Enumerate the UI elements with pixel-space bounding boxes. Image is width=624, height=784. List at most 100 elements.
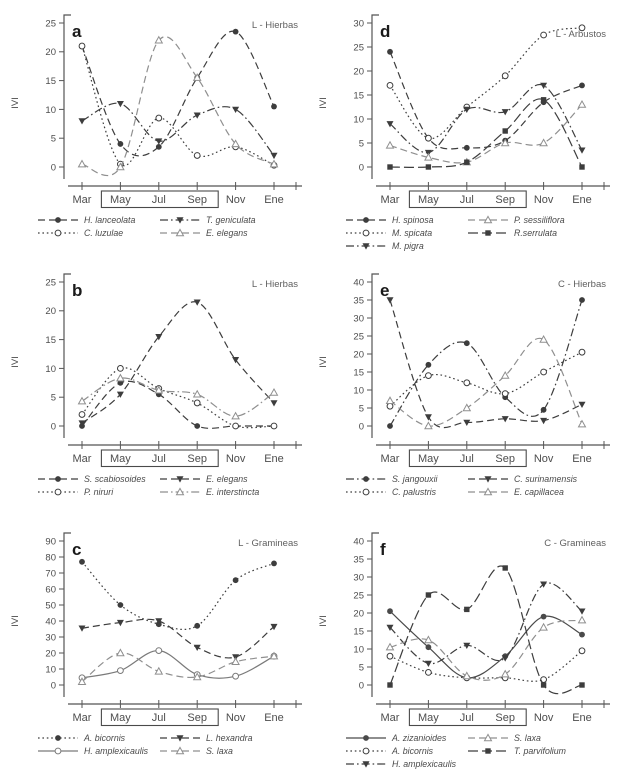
y-tick-label: 20 bbox=[353, 349, 364, 360]
series-marker-a-2 bbox=[155, 138, 163, 145]
y-tick-label: 30 bbox=[353, 18, 364, 29]
y-axis-label: IVI bbox=[318, 615, 329, 627]
y-tick-label: 40 bbox=[353, 277, 364, 288]
series-line-c-2 bbox=[81, 618, 275, 659]
y-tick-label: 25 bbox=[353, 590, 364, 601]
x-tick-label: Ene bbox=[264, 453, 284, 465]
legend-marker-sample bbox=[176, 735, 184, 742]
panel-letter: a bbox=[72, 22, 82, 41]
legend-marker-sample bbox=[55, 476, 61, 482]
series-marker-e-1 bbox=[501, 390, 509, 398]
panel-title: C - Gramineas bbox=[544, 538, 606, 549]
series-marker-b-3 bbox=[154, 385, 164, 394]
series-marker-f-2 bbox=[578, 608, 586, 615]
series-line-b-2 bbox=[81, 301, 275, 424]
series-marker-b-1 bbox=[78, 411, 86, 418]
y-axis bbox=[63, 14, 71, 179]
series-marker-d-4 bbox=[540, 97, 547, 103]
series-marker-b-2 bbox=[232, 357, 240, 364]
y-tick-label: 30 bbox=[353, 572, 364, 583]
series-line-b-3 bbox=[81, 377, 275, 417]
series-marker-f-3 bbox=[385, 642, 395, 651]
series-marker-a-2 bbox=[116, 100, 124, 108]
series-marker-a-1 bbox=[78, 42, 86, 50]
legend-item-label: S. laxa bbox=[514, 733, 541, 743]
series-marker-d-0 bbox=[463, 144, 470, 151]
y-tick-label: 60 bbox=[45, 584, 56, 595]
x-tick-label: Jul bbox=[152, 194, 166, 206]
legend-marker-sample bbox=[363, 735, 369, 741]
series-marker-d-0 bbox=[387, 48, 393, 55]
series-marker-f-2 bbox=[424, 660, 432, 667]
series-marker-a-3 bbox=[77, 159, 87, 168]
x-tick-label: Jul bbox=[152, 453, 166, 465]
x-tick-label: Nov bbox=[226, 453, 246, 465]
y-tick-label: 70 bbox=[45, 568, 56, 579]
series-marker-c-3 bbox=[154, 666, 164, 675]
series-marker-d-4 bbox=[464, 159, 470, 165]
x-tick-label: Sep bbox=[187, 194, 207, 206]
x-tick-label: Sep bbox=[187, 712, 207, 724]
y-tick-label: 15 bbox=[353, 90, 364, 101]
series-marker-a-1 bbox=[155, 114, 163, 122]
y-tick-label: 10 bbox=[45, 364, 56, 375]
legend-marker-sample bbox=[175, 746, 185, 755]
series-marker-e-0 bbox=[463, 340, 470, 347]
y-axis bbox=[63, 273, 71, 438]
panel-b: IVI 0 5 10 15 20 25 Mar May Jul Sep Nov Ene b L - Hier… bbox=[6, 262, 314, 521]
y-tick-label: 25 bbox=[353, 331, 364, 342]
legend-marker-sample bbox=[54, 229, 62, 237]
series-line-b-0 bbox=[81, 380, 274, 429]
series-line-b-1 bbox=[81, 367, 275, 429]
series-marker-c-2 bbox=[155, 618, 163, 625]
boxed-months-outline bbox=[408, 190, 527, 209]
series-marker-e-2 bbox=[424, 414, 432, 421]
series-marker-f-2 bbox=[501, 655, 509, 662]
series-marker-b-1 bbox=[270, 422, 278, 430]
x-tick-label: Mar bbox=[73, 712, 92, 724]
y-tick-label: 10 bbox=[353, 385, 364, 396]
y-axis-label: IVI bbox=[10, 97, 21, 109]
panel-c: IVI 0 10 20 30 40 50 60 70 80 90 Mar May Jul Sep Nov Ene… bbox=[6, 521, 314, 780]
legend-item-label: E. elegans bbox=[206, 228, 248, 238]
series-marker-d-2 bbox=[463, 106, 471, 113]
y-tick-label: 15 bbox=[353, 626, 364, 637]
series-marker-d-1 bbox=[578, 24, 586, 32]
series-marker-f-0 bbox=[387, 608, 393, 615]
series-marker-f-4 bbox=[540, 682, 547, 688]
series-marker-a-0 bbox=[271, 103, 277, 110]
panel-e-chart: IVI 0 5 10 15 20 25 30 35 40 Mar May Jul Sep Nov Ene e C … bbox=[318, 273, 610, 497]
series-line-c-0 bbox=[81, 561, 275, 631]
series-marker-f-3 bbox=[462, 671, 472, 680]
series-marker-a-0 bbox=[232, 28, 239, 35]
panel-d: IVI 0 5 10 15 20 25 30 Mar May Jul Sep Nov Ene d L - Ar… bbox=[314, 3, 622, 262]
y-tick-label: 25 bbox=[353, 42, 364, 53]
series-marker-e-3 bbox=[539, 334, 548, 343]
y-tick-label: 5 bbox=[359, 662, 364, 673]
y-tick-label: 30 bbox=[45, 632, 56, 643]
series-marker-d-1 bbox=[501, 72, 509, 80]
legend-item-label: T. parvifolium bbox=[514, 746, 566, 756]
series-marker-e-2 bbox=[386, 297, 394, 304]
series-marker-f-4 bbox=[502, 565, 508, 571]
series-marker-c-1 bbox=[155, 647, 163, 655]
series-marker-f-1 bbox=[386, 652, 394, 660]
x-tick-label: Nov bbox=[226, 712, 246, 724]
panel-letter: d bbox=[380, 22, 390, 41]
legend-item-label: S. laxa bbox=[206, 746, 233, 756]
series-marker-a-3 bbox=[154, 35, 164, 44]
legend-item-label: S. scabiosoides bbox=[84, 474, 146, 484]
x-tick-label: Mar bbox=[73, 194, 92, 206]
y-tick-label: 10 bbox=[45, 664, 56, 675]
x-tick-label: Nov bbox=[534, 194, 554, 206]
series-marker-f-4 bbox=[579, 682, 585, 688]
series-marker-e-1 bbox=[578, 348, 586, 356]
panel-title: L - Hierbas bbox=[252, 279, 298, 290]
x-tick-label: Mar bbox=[73, 453, 92, 465]
legend-item-label: H. spinosa bbox=[392, 215, 434, 225]
series-line-c-1 bbox=[81, 649, 275, 679]
series-marker-c-1 bbox=[232, 672, 240, 680]
x-tick-label: Jul bbox=[152, 712, 166, 724]
series-marker-e-2 bbox=[501, 416, 509, 423]
y-tick-label: 0 bbox=[359, 421, 364, 432]
